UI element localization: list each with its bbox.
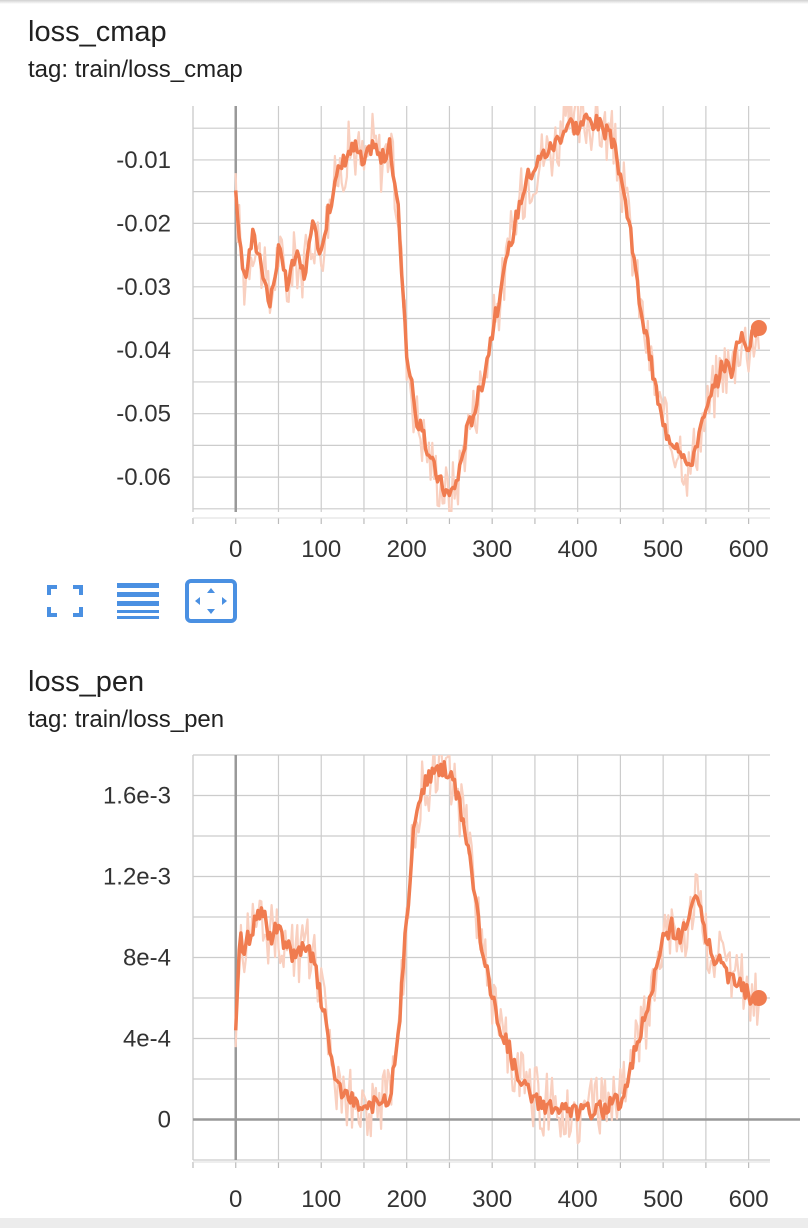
chart-toolbar (40, 578, 260, 626)
x-tick-label: 500 (643, 536, 683, 563)
x-tick-label: 0 (229, 1186, 242, 1213)
series-smoothed-line-loss-pen (233, 760, 760, 1122)
x-tick-label: 200 (387, 536, 427, 563)
chart-title-loss-cmap: loss_cmap (28, 16, 167, 48)
series-group (233, 106, 761, 512)
fullscreen-icon (47, 585, 83, 617)
y-tick-label: 1.6e-3 (103, 783, 171, 810)
x-tick-label: 400 (558, 536, 598, 563)
chart-loss-cmap: 0 100 200 300 400 500 600 -0.01 -0.02 -0.03 -0.04 -… (116, 106, 770, 563)
x-tick-label: 500 (643, 1186, 683, 1213)
y-tick-label: -0.06 (116, 464, 171, 491)
series-end-marker[interactable] (750, 990, 767, 1006)
x-tick-label: 200 (387, 1186, 427, 1213)
data-table-button[interactable] (112, 578, 162, 624)
x-tick-label: 600 (729, 536, 769, 563)
fullscreen-button[interactable] (40, 578, 90, 624)
series-end-marker[interactable] (750, 320, 767, 337)
x-tick-label: 400 (558, 1186, 598, 1213)
data-table-icon (117, 583, 159, 619)
top-shadow (0, 0, 808, 4)
y-tick-label: -0.05 (116, 401, 171, 428)
chart-title-loss-pen: loss_pen (28, 666, 145, 698)
x-tick-label: 0 (229, 536, 242, 563)
y-tick-label: -0.01 (116, 147, 171, 174)
bottom-strip (0, 1218, 808, 1228)
x-tick-label: 600 (729, 1186, 769, 1213)
x-tick-label: 100 (301, 1186, 341, 1213)
chart-tag-loss-pen: tag: train/loss_pen (28, 706, 225, 733)
x-tick-label: 100 (301, 536, 341, 563)
series-smoothed-line-loss-cmap (233, 112, 761, 498)
x-tick-label: 300 (472, 1186, 512, 1213)
y-tick-label: -0.04 (116, 337, 171, 364)
series-group (233, 755, 760, 1145)
fit-domain-button[interactable] (184, 578, 237, 624)
y-tick-label: -0.03 (116, 274, 171, 301)
y-tick-label: -0.02 (116, 210, 171, 237)
y-tick-label: 0 (158, 1107, 171, 1134)
y-tick-label: 1.2e-3 (103, 864, 171, 891)
series-raw-line-loss-cmap (234, 106, 760, 512)
y-tick-label: 8e-4 (123, 945, 171, 972)
fit-domain-icon (185, 579, 237, 623)
x-tick-label: 300 (472, 536, 512, 563)
chart-tag-loss-cmap: tag: train/loss_cmap (28, 56, 243, 83)
chart-loss-pen: 0 100 200 300 400 500 600 0 4e-4 8e-4 1.2e-3 1.6e-3 (103, 754, 800, 1213)
y-tick-label: 4e-4 (123, 1026, 171, 1053)
